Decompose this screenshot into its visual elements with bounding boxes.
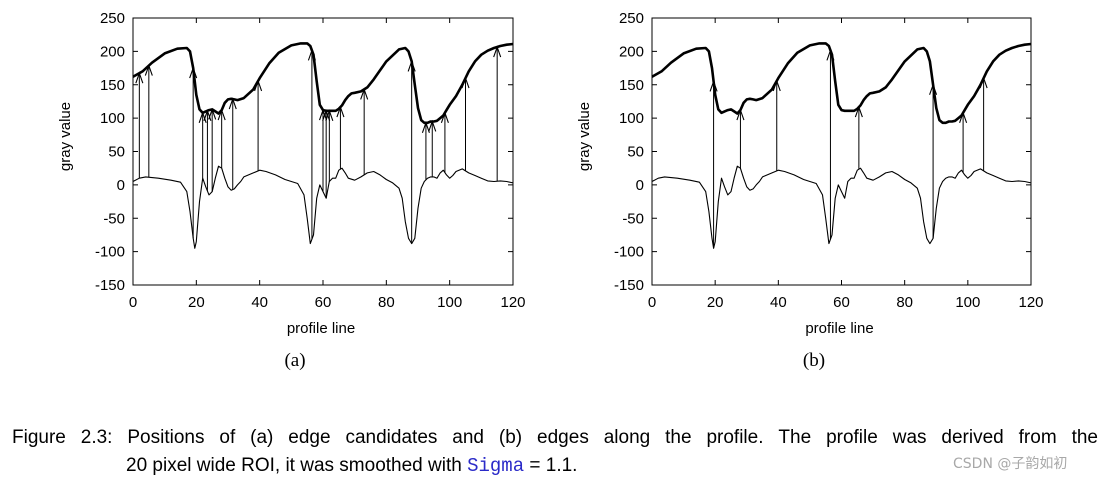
x-tick-label: 100	[955, 294, 980, 311]
y-tick-label: 150	[619, 77, 644, 94]
caption-word: of	[219, 427, 236, 448]
panel-a-label: (a)	[284, 350, 306, 371]
panel-b-label: (b)	[802, 350, 826, 371]
edge-arrow-head	[854, 105, 863, 118]
caption-text-after: = 1.1.	[524, 455, 578, 476]
x-tick-label: 120	[1018, 294, 1043, 311]
series-gray-profile-line	[132, 42, 514, 125]
caption-word: edges	[537, 427, 589, 448]
y-tick-label: 200	[100, 43, 125, 60]
y-tick-label: 150	[100, 77, 125, 94]
caption-word: edge	[288, 427, 331, 448]
y-tick-label: 100	[100, 110, 125, 127]
edge-arrow-head	[826, 48, 835, 61]
x-tick-label: 60	[833, 294, 850, 311]
x-tick-label: 80	[378, 294, 395, 311]
edge-arrow-head	[135, 71, 144, 84]
edge-arrow-head	[959, 111, 968, 123]
y-tick-label: 0	[117, 177, 125, 194]
caption-word: along	[603, 427, 651, 448]
x-tick-label: 40	[251, 294, 268, 311]
y-tick-label: -150	[614, 277, 644, 294]
edge-arrow-head	[736, 108, 745, 121]
caption-word: was	[892, 427, 927, 448]
y-tick-label: 250	[100, 10, 125, 27]
figure-caption: Figure 2.3: Positions of (a) edge candidates an…	[12, 424, 1098, 480]
y-tick-label: -100	[614, 244, 644, 261]
x-tick-label: 80	[896, 294, 913, 311]
y-tick-label: 200	[619, 43, 644, 60]
caption-word: profile	[826, 427, 878, 448]
caption-word: 2.3:	[80, 427, 113, 448]
caption-word: (b)	[498, 427, 523, 448]
x-tick-label: 0	[648, 294, 656, 311]
edge-arrow-head	[208, 107, 217, 120]
caption-word: (a)	[250, 427, 274, 448]
edge-arrow-head	[144, 63, 153, 76]
edge-arrow-head	[428, 119, 437, 132]
caption-word: the	[1071, 427, 1098, 448]
y-tick-label: -50	[103, 210, 125, 227]
caption-word: candidates	[345, 427, 438, 448]
y-tick-label: -50	[622, 210, 644, 227]
caption-word: Figure	[12, 427, 66, 448]
edge-arrow-head	[360, 87, 369, 100]
caption-word: Positions	[127, 427, 205, 448]
x-axis-label: profile line	[805, 320, 873, 337]
caption-word: derived	[941, 427, 1004, 448]
edge-arrow-head	[198, 111, 207, 123]
series-derivative-line	[651, 165, 1032, 249]
edge-arrow-head	[979, 76, 988, 89]
x-tick-label: 0	[129, 294, 137, 311]
edge-arrow-head	[772, 79, 781, 92]
caption-word: and	[452, 427, 484, 448]
edge-arrow-head	[407, 59, 416, 72]
x-tick-label: 100	[437, 294, 462, 311]
x-tick-label: 60	[315, 294, 332, 311]
series-gray-profile-line	[651, 42, 1032, 125]
y-axis-label: gray value	[57, 102, 74, 171]
caption-word: from	[1018, 427, 1057, 448]
caption-line-1: Figure 2.3: Positions of (a) edge candidates an…	[12, 424, 1098, 452]
y-tick-label: -150	[95, 277, 125, 294]
x-tick-label: 20	[188, 294, 205, 311]
edge-arrow-head	[709, 79, 718, 92]
caption-word: the	[665, 427, 692, 448]
edge-arrow-head	[217, 108, 226, 121]
edge-arrow-head	[228, 97, 237, 110]
edge-arrow-head	[254, 79, 263, 92]
watermark: CSDN @子韵如初	[953, 456, 1068, 472]
edge-arrow-head	[318, 108, 328, 121]
edge-arrow-head	[336, 105, 345, 118]
y-axis-label: gray value	[576, 102, 593, 171]
edge-arrow-head	[307, 48, 316, 61]
edge-arrow-head	[325, 109, 334, 121]
y-tick-label: 50	[108, 144, 125, 161]
y-tick-label: -100	[95, 244, 125, 261]
edge-arrow-head	[421, 121, 430, 133]
caption-word: The	[778, 427, 812, 448]
x-axis-label: profile line	[287, 320, 355, 337]
x-tick-label: 40	[770, 294, 787, 311]
y-tick-label: 0	[636, 177, 644, 194]
y-tick-label: 100	[619, 110, 644, 127]
y-tick-label: 250	[619, 10, 644, 27]
x-tick-label: 120	[500, 294, 525, 311]
caption-text-before: 20 pixel wide ROI, it was smoothed with	[126, 455, 468, 476]
caption-word: profile.	[706, 427, 764, 448]
caption-line-2: 20 pixel wide ROI, it was smoothed with …	[12, 452, 1098, 480]
edge-arrow-head	[189, 66, 198, 79]
x-tick-label: 20	[707, 294, 724, 311]
caption-sigma-code[interactable]: Sigma	[467, 455, 525, 477]
edge-arrow-head	[322, 109, 331, 121]
series-derivative-line	[132, 165, 514, 249]
edge-arrow-head	[493, 45, 502, 58]
y-tick-label: 50	[627, 144, 644, 161]
edge-arrow-head	[929, 83, 938, 95]
edge-arrow-head	[461, 76, 470, 89]
edge-arrow-head	[440, 111, 449, 123]
